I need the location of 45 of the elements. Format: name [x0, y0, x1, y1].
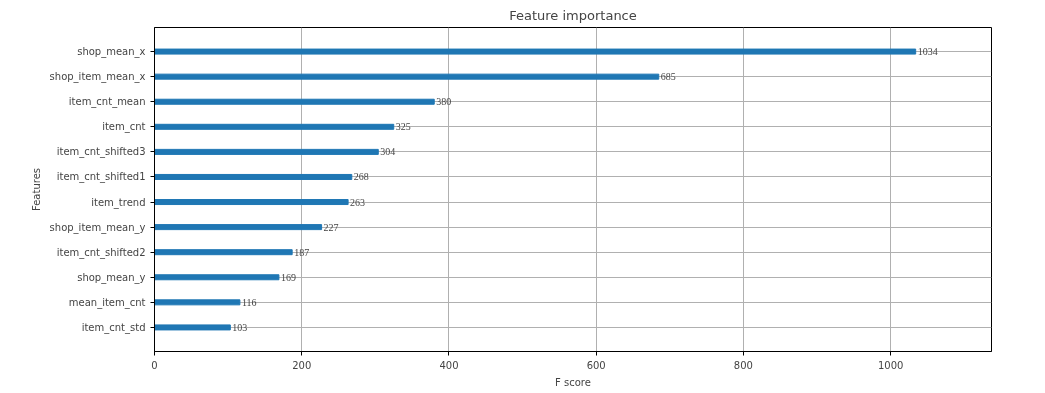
- data-label: 304: [380, 146, 396, 158]
- bar: [154, 73, 660, 80]
- data-label: 268: [353, 171, 369, 183]
- y-tick-label: item_cnt_shifted1: [56, 171, 146, 184]
- data-label: 1034: [917, 46, 938, 58]
- bar: [154, 249, 293, 256]
- x-tick-label: 0: [151, 359, 158, 371]
- y-tick-label: shop_item_mean_x: [49, 71, 146, 84]
- bar: [154, 324, 231, 331]
- y-tick-label: item_cnt_shifted2: [56, 246, 146, 259]
- y-tick-label: shop_mean_x: [77, 46, 146, 59]
- data-label: 325: [395, 121, 411, 133]
- data-label: 187: [294, 246, 310, 258]
- chart-title: Feature importance: [509, 7, 637, 23]
- data-label: 263: [350, 196, 366, 208]
- data-label: 227: [323, 221, 339, 233]
- x-tick-label: 400: [439, 359, 459, 371]
- y-tick-label: item_cnt_shifted3: [56, 146, 146, 159]
- y-tick-label: item_cnt: [102, 121, 146, 134]
- bar: [154, 98, 435, 105]
- x-axis-title: F score: [555, 376, 591, 388]
- bar: [154, 48, 917, 55]
- x-tick-label: 600: [586, 359, 606, 371]
- data-label: 169: [280, 271, 296, 283]
- x-tick-label: 1000: [877, 359, 904, 371]
- bar: [154, 224, 323, 231]
- bar: [154, 274, 280, 281]
- bar: [154, 199, 349, 206]
- y-tick-label: item_cnt_mean: [68, 96, 146, 109]
- bar: [154, 299, 241, 306]
- data-label: 103: [232, 321, 248, 333]
- y-tick-label: shop_item_mean_y: [49, 221, 146, 234]
- y-tick-label: item_trend: [91, 196, 146, 209]
- x-tick-label: 200: [292, 359, 312, 371]
- bar: [154, 123, 395, 130]
- data-label: 116: [241, 296, 257, 308]
- x-tick-label: 800: [733, 359, 753, 371]
- y-tick-label: item_cnt_std: [81, 321, 146, 334]
- y-tick-label: shop_mean_y: [77, 271, 146, 284]
- y-axis-title: Features: [30, 168, 42, 211]
- data-label: 685: [660, 71, 676, 83]
- data-label: 380: [436, 96, 452, 108]
- y-tick-label: mean_item_cnt: [68, 296, 146, 309]
- bar: [154, 173, 353, 180]
- bar: [154, 148, 379, 155]
